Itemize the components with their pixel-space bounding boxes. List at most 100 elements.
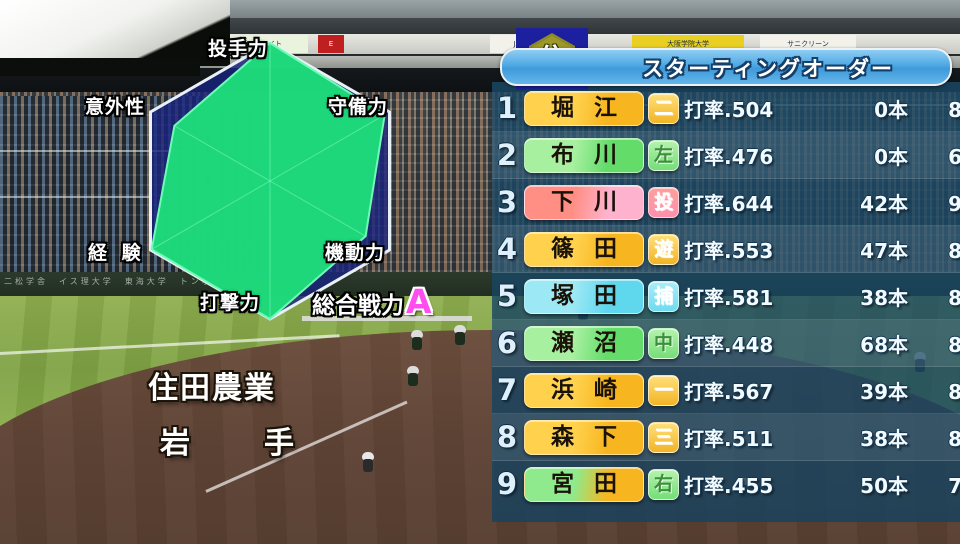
batting-average: 打率.511 [684, 427, 774, 451]
position-badge[interactable]: 中 [648, 328, 679, 359]
radar-label-batting: 打撃力 [200, 292, 261, 314]
wall-ads: 二松学舎 イス理大学 東海大学 トンボ学生服 [4, 277, 246, 286]
position-label: 左 [653, 144, 673, 166]
player-figure [452, 325, 468, 347]
player-nameplate[interactable]: 篠 田 [524, 232, 644, 267]
starting-order-header: スターティングオーダー [500, 48, 952, 86]
batting-average: 打率.553 [684, 239, 774, 263]
order-row-1[interactable]: 1 堀 江 二打率.504 0本 81打点 [492, 85, 960, 132]
player-name: 宮 田 [550, 471, 623, 497]
player-stats: 打率.476 0本 68打点 [679, 141, 960, 170]
row-separator [492, 178, 960, 179]
home-runs: 47本 [860, 239, 908, 263]
player-stats: 打率.448 68本 82打点 [679, 329, 960, 358]
home-runs: 42本 [860, 192, 908, 216]
overall-rating-label: 総合戦力 [312, 293, 404, 319]
overall-rating-grade: A [406, 282, 432, 321]
order-row-8[interactable]: 8 森 下 三打率.511 38本 82打点 [492, 414, 960, 461]
row-separator [492, 272, 960, 273]
player-name: 下 川 [550, 189, 623, 215]
batting-order-number: 1 [496, 91, 518, 125]
player-name: 布 川 [550, 142, 623, 168]
player-nameplate[interactable]: 瀬 沼 [524, 326, 644, 361]
runs-batted-in: 88打点 [948, 380, 960, 404]
position-label: 投 [653, 191, 673, 213]
position-label: 中 [653, 332, 673, 354]
row-separator [492, 366, 960, 367]
order-row-6[interactable]: 6 瀬 沼 中打率.448 68本 82打点 [492, 320, 960, 367]
position-badge[interactable]: 右 [648, 469, 679, 500]
home-runs: 0本 [874, 145, 908, 169]
runs-batted-in: 82打点 [948, 333, 960, 357]
team-school-name: 住田農業 [148, 371, 276, 406]
home-runs: 38本 [860, 286, 908, 310]
position-label: 二 [653, 97, 673, 119]
radar-label-pitching: 投手力 [208, 38, 269, 60]
overall-rating-underline [302, 316, 472, 321]
radar-label-experience: 経 験 [88, 242, 145, 264]
order-row-3[interactable]: 3 下 川 投打率.644 42本 97打点 [492, 179, 960, 226]
player-figure [409, 330, 425, 352]
home-runs: 68本 [860, 333, 908, 357]
player-name: 瀬 沼 [550, 330, 623, 356]
player-nameplate[interactable]: 塚 田 [524, 279, 644, 314]
player-nameplate[interactable]: 宮 田 [524, 467, 644, 502]
batting-order-number: 9 [496, 467, 518, 501]
player-nameplate[interactable]: 森 下 [524, 420, 644, 455]
player-name: 森 下 [550, 424, 623, 450]
home-runs: 0本 [874, 98, 908, 122]
order-row-2[interactable]: 2 布 川 左打率.476 0本 68打点 [492, 132, 960, 179]
row-separator [492, 225, 960, 226]
player-nameplate[interactable]: 布 川 [524, 138, 644, 173]
batting-average: 打率.448 [684, 333, 774, 357]
starting-order-title: スターティングオーダー [642, 57, 894, 81]
position-label: 右 [653, 473, 673, 495]
player-nameplate[interactable]: 浜 崎 [524, 373, 644, 408]
batting-average: 打率.455 [684, 474, 774, 498]
order-row-4[interactable]: 4 篠 田 遊打率.553 47本 88打点 [492, 226, 960, 273]
row-separator [492, 460, 960, 461]
batting-order-number: 7 [496, 373, 518, 407]
player-nameplate[interactable]: 下 川 [524, 185, 644, 220]
home-runs: 38本 [860, 427, 908, 451]
runs-batted-in: 88打点 [948, 239, 960, 263]
batting-order-number: 2 [496, 138, 518, 172]
stadium-roof [0, 0, 230, 66]
position-badge[interactable]: 捕 [648, 281, 679, 312]
stadium-roof-edge [0, 58, 200, 76]
deck-rail [0, 150, 180, 152]
runs-batted-in: 97打点 [948, 192, 960, 216]
player-name: 塚 田 [550, 283, 623, 309]
player-figure [405, 366, 421, 388]
player-stats: 打率.581 38本 89打点 [679, 282, 960, 311]
order-row-5[interactable]: 5 塚 田 捕打率.581 38本 89打点 [492, 273, 960, 320]
radar-label-defense: 守備力 [328, 96, 389, 118]
batting-order-number: 4 [496, 232, 518, 266]
player-name: 堀 江 [550, 95, 623, 121]
position-badge[interactable]: 一 [648, 375, 679, 406]
position-badge[interactable]: 投 [648, 187, 679, 218]
position-badge[interactable]: 三 [648, 422, 679, 453]
batting-order-number: 5 [496, 279, 518, 313]
radar-label-surprise: 意外性 [85, 96, 146, 118]
ad-banner: E [318, 35, 344, 53]
order-row-9[interactable]: 9 宮 田 右打率.455 50本 79打点 [492, 461, 960, 508]
batting-average: 打率.581 [684, 286, 774, 310]
player-figure [360, 452, 376, 474]
position-label: 三 [653, 426, 673, 448]
runs-batted-in: 82打点 [948, 427, 960, 451]
player-nameplate[interactable]: 堀 江 [524, 91, 644, 126]
position-badge[interactable]: 遊 [648, 234, 679, 265]
order-row-7[interactable]: 7 浜 崎 一打率.567 39本 88打点 [492, 367, 960, 414]
position-badge[interactable]: 左 [648, 140, 679, 171]
player-stats: 打率.455 50本 79打点 [679, 470, 960, 499]
overall-rating: 総合戦力 A [312, 282, 432, 321]
player-stats: 打率.644 42本 97打点 [679, 188, 960, 217]
row-separator [492, 413, 960, 414]
position-badge[interactable]: 二 [648, 93, 679, 124]
team-ability-radar-chart: 投手力 守備力 機動力 打撃力 経 験 意外性 [60, 26, 480, 326]
batting-average: 打率.567 [684, 380, 774, 404]
batting-order-number: 8 [496, 420, 518, 454]
